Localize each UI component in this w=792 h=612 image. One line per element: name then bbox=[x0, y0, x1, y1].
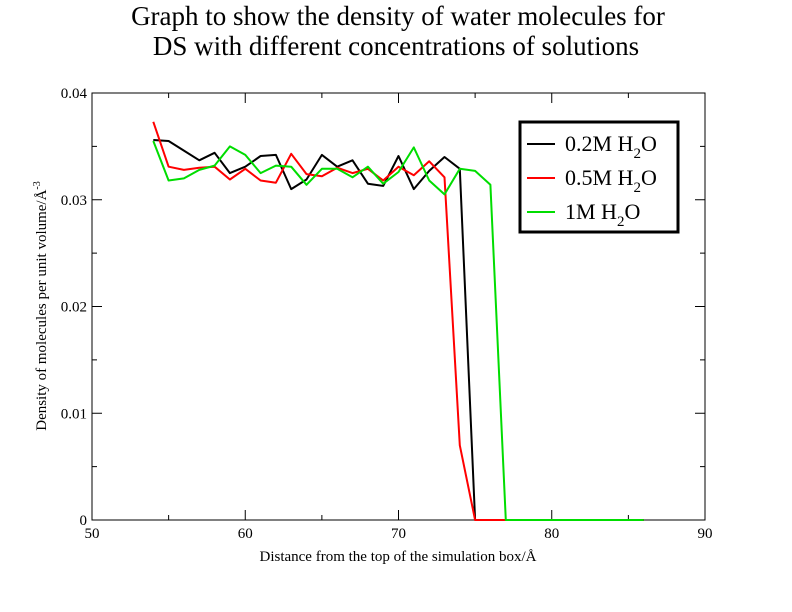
y-tick-label: 0.04 bbox=[61, 86, 88, 102]
legend-label-tail: O bbox=[624, 199, 640, 224]
y-axis-label-exponent: -3 bbox=[32, 181, 43, 189]
y-axis-label-group: Density of molecules per unit volume/Å-3 bbox=[32, 181, 50, 431]
x-tick-label: 90 bbox=[698, 526, 713, 542]
legend-label-subscript: 2 bbox=[617, 214, 625, 230]
legend-label-tail: O bbox=[641, 165, 657, 190]
legend-label-main: 0.5M H bbox=[565, 165, 634, 190]
x-tick-label: 80 bbox=[544, 526, 559, 542]
legend-label-main: 0.2M H bbox=[565, 131, 634, 156]
x-tick-label: 60 bbox=[238, 526, 253, 542]
y-tick-label: 0 bbox=[80, 513, 88, 529]
axis-ticks bbox=[91, 92, 706, 521]
y-axis-label-text: Density of molecules per unit volume/Å bbox=[34, 189, 50, 430]
legend-label-subscript: 2 bbox=[633, 180, 641, 196]
y-axis-label: Density of molecules per unit volume/Å-3 bbox=[32, 181, 50, 431]
chart-title-line-2: DS with different concentrations of solu… bbox=[153, 31, 639, 61]
legend-label-main: 1M H bbox=[565, 199, 617, 224]
legend-label-2: 0.5M H2O bbox=[565, 165, 657, 196]
x-tick-label: 50 bbox=[85, 526, 100, 542]
legend-label-tail: O bbox=[641, 131, 657, 156]
legend-label-subscript: 2 bbox=[633, 146, 641, 162]
legend-label-1: 0.2M H2O bbox=[565, 131, 657, 162]
y-tick-label: 0.03 bbox=[61, 193, 87, 209]
axis-tick-labels: 50 60 70 80 90 0 0.01 0.02 0.03 0.04 bbox=[61, 86, 713, 542]
y-tick-label: 0.01 bbox=[61, 406, 87, 422]
x-tick-label: 70 bbox=[391, 526, 406, 542]
data-series bbox=[152, 121, 644, 521]
chart-title-line-1: Graph to show the density of water molec… bbox=[131, 1, 665, 31]
series-line-3 bbox=[152, 140, 644, 521]
y-tick-label: 0.02 bbox=[61, 300, 87, 316]
legend-label-3: 1M H2O bbox=[565, 199, 640, 230]
x-axis-label: Distance from the top of the simulation … bbox=[259, 549, 536, 565]
